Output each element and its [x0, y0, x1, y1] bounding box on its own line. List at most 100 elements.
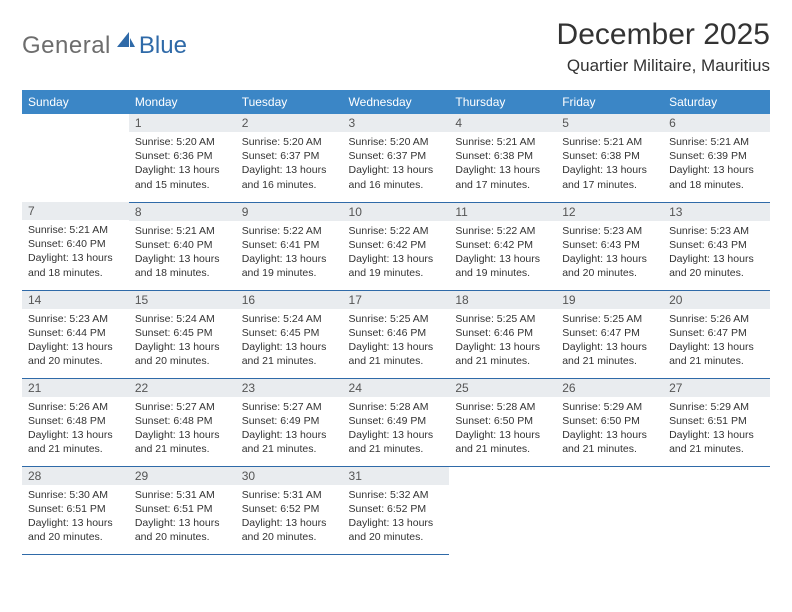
day-number: 1	[129, 114, 236, 132]
day-details: Sunrise: 5:27 AMSunset: 6:48 PMDaylight:…	[129, 397, 236, 463]
daylight-line: Daylight: 13 hours and 19 minutes.	[455, 252, 550, 280]
calendar-cell: 5Sunrise: 5:21 AMSunset: 6:38 PMDaylight…	[556, 114, 663, 202]
day-number: 21	[22, 379, 129, 397]
daylight-line: Daylight: 13 hours and 20 minutes.	[28, 516, 123, 544]
sunrise-line: Sunrise: 5:31 AM	[242, 488, 337, 502]
day-details: Sunrise: 5:26 AMSunset: 6:48 PMDaylight:…	[22, 397, 129, 463]
day-number: 15	[129, 291, 236, 309]
sunset-line: Sunset: 6:37 PM	[349, 149, 444, 163]
sunset-line: Sunset: 6:46 PM	[455, 326, 550, 340]
sunset-line: Sunset: 6:43 PM	[669, 238, 764, 252]
weekday-header: Sunday	[22, 90, 129, 114]
calendar-cell: 8Sunrise: 5:21 AMSunset: 6:40 PMDaylight…	[129, 202, 236, 290]
sunrise-line: Sunrise: 5:20 AM	[349, 135, 444, 149]
sunset-line: Sunset: 6:42 PM	[455, 238, 550, 252]
weekday-header: Monday	[129, 90, 236, 114]
day-number: 30	[236, 467, 343, 485]
calendar-cell	[449, 466, 556, 554]
calendar-cell: 23Sunrise: 5:27 AMSunset: 6:49 PMDayligh…	[236, 378, 343, 466]
calendar-row: 21Sunrise: 5:26 AMSunset: 6:48 PMDayligh…	[22, 378, 770, 466]
day-details: Sunrise: 5:31 AMSunset: 6:51 PMDaylight:…	[129, 485, 236, 551]
sunset-line: Sunset: 6:37 PM	[242, 149, 337, 163]
day-number: 17	[343, 291, 450, 309]
daylight-line: Daylight: 13 hours and 19 minutes.	[349, 252, 444, 280]
calendar-cell: 9Sunrise: 5:22 AMSunset: 6:41 PMDaylight…	[236, 202, 343, 290]
day-details: Sunrise: 5:21 AMSunset: 6:39 PMDaylight:…	[663, 132, 770, 198]
sunset-line: Sunset: 6:40 PM	[135, 238, 230, 252]
sunrise-line: Sunrise: 5:23 AM	[669, 224, 764, 238]
sunrise-line: Sunrise: 5:29 AM	[562, 400, 657, 414]
daylight-line: Daylight: 13 hours and 20 minutes.	[28, 340, 123, 368]
sunrise-line: Sunrise: 5:29 AM	[669, 400, 764, 414]
logo-sail-icon	[116, 30, 136, 53]
calendar-cell: 12Sunrise: 5:23 AMSunset: 6:43 PMDayligh…	[556, 202, 663, 290]
calendar-cell	[22, 114, 129, 202]
calendar-cell: 17Sunrise: 5:25 AMSunset: 6:46 PMDayligh…	[343, 290, 450, 378]
daylight-line: Daylight: 13 hours and 18 minutes.	[28, 251, 123, 279]
day-details: Sunrise: 5:27 AMSunset: 6:49 PMDaylight:…	[236, 397, 343, 463]
weekday-header: Thursday	[449, 90, 556, 114]
day-details: Sunrise: 5:26 AMSunset: 6:47 PMDaylight:…	[663, 309, 770, 375]
calendar-cell: 13Sunrise: 5:23 AMSunset: 6:43 PMDayligh…	[663, 202, 770, 290]
calendar-cell: 7Sunrise: 5:21 AMSunset: 6:40 PMDaylight…	[22, 202, 129, 290]
daylight-line: Daylight: 13 hours and 21 minutes.	[135, 428, 230, 456]
day-number: 26	[556, 379, 663, 397]
day-details: Sunrise: 5:22 AMSunset: 6:41 PMDaylight:…	[236, 221, 343, 287]
daylight-line: Daylight: 13 hours and 20 minutes.	[135, 340, 230, 368]
day-number: 23	[236, 379, 343, 397]
daylight-line: Daylight: 13 hours and 21 minutes.	[562, 340, 657, 368]
sunset-line: Sunset: 6:42 PM	[349, 238, 444, 252]
day-number: 14	[22, 291, 129, 309]
sunset-line: Sunset: 6:51 PM	[28, 502, 123, 516]
day-details: Sunrise: 5:21 AMSunset: 6:40 PMDaylight:…	[129, 221, 236, 287]
weekday-header: Saturday	[663, 90, 770, 114]
daylight-line: Daylight: 13 hours and 17 minutes.	[562, 163, 657, 191]
day-number: 7	[22, 202, 129, 220]
calendar-row: 14Sunrise: 5:23 AMSunset: 6:44 PMDayligh…	[22, 290, 770, 378]
calendar-body: 1Sunrise: 5:20 AMSunset: 6:36 PMDaylight…	[22, 114, 770, 554]
day-number: 3	[343, 114, 450, 132]
daylight-line: Daylight: 13 hours and 21 minutes.	[455, 340, 550, 368]
day-number: 11	[449, 203, 556, 221]
weekday-header: Wednesday	[343, 90, 450, 114]
day-details: Sunrise: 5:25 AMSunset: 6:46 PMDaylight:…	[343, 309, 450, 375]
month-title: December 2025	[557, 18, 770, 52]
daylight-line: Daylight: 13 hours and 19 minutes.	[242, 252, 337, 280]
day-details: Sunrise: 5:20 AMSunset: 6:37 PMDaylight:…	[236, 132, 343, 198]
daylight-line: Daylight: 13 hours and 20 minutes.	[242, 516, 337, 544]
day-details: Sunrise: 5:32 AMSunset: 6:52 PMDaylight:…	[343, 485, 450, 551]
calendar-table: SundayMondayTuesdayWednesdayThursdayFrid…	[22, 90, 770, 555]
day-details: Sunrise: 5:29 AMSunset: 6:50 PMDaylight:…	[556, 397, 663, 463]
sunset-line: Sunset: 6:38 PM	[455, 149, 550, 163]
daylight-line: Daylight: 13 hours and 20 minutes.	[349, 516, 444, 544]
day-number: 5	[556, 114, 663, 132]
sunrise-line: Sunrise: 5:25 AM	[455, 312, 550, 326]
sunrise-line: Sunrise: 5:22 AM	[455, 224, 550, 238]
sunset-line: Sunset: 6:47 PM	[669, 326, 764, 340]
day-details: Sunrise: 5:24 AMSunset: 6:45 PMDaylight:…	[236, 309, 343, 375]
calendar-cell: 2Sunrise: 5:20 AMSunset: 6:37 PMDaylight…	[236, 114, 343, 202]
weekday-header: Friday	[556, 90, 663, 114]
calendar-row: 1Sunrise: 5:20 AMSunset: 6:36 PMDaylight…	[22, 114, 770, 202]
sunrise-line: Sunrise: 5:21 AM	[669, 135, 764, 149]
sunset-line: Sunset: 6:44 PM	[28, 326, 123, 340]
calendar-cell: 19Sunrise: 5:25 AMSunset: 6:47 PMDayligh…	[556, 290, 663, 378]
calendar-cell: 1Sunrise: 5:20 AMSunset: 6:36 PMDaylight…	[129, 114, 236, 202]
sunset-line: Sunset: 6:45 PM	[242, 326, 337, 340]
calendar-cell: 20Sunrise: 5:26 AMSunset: 6:47 PMDayligh…	[663, 290, 770, 378]
daylight-line: Daylight: 13 hours and 21 minutes.	[242, 340, 337, 368]
sunrise-line: Sunrise: 5:21 AM	[455, 135, 550, 149]
daylight-line: Daylight: 13 hours and 16 minutes.	[242, 163, 337, 191]
sunset-line: Sunset: 6:48 PM	[135, 414, 230, 428]
daylight-line: Daylight: 13 hours and 18 minutes.	[669, 163, 764, 191]
sunrise-line: Sunrise: 5:20 AM	[242, 135, 337, 149]
day-number: 22	[129, 379, 236, 397]
sunset-line: Sunset: 6:52 PM	[349, 502, 444, 516]
calendar-cell: 22Sunrise: 5:27 AMSunset: 6:48 PMDayligh…	[129, 378, 236, 466]
calendar-cell: 25Sunrise: 5:28 AMSunset: 6:50 PMDayligh…	[449, 378, 556, 466]
calendar-cell: 24Sunrise: 5:28 AMSunset: 6:49 PMDayligh…	[343, 378, 450, 466]
sunset-line: Sunset: 6:50 PM	[562, 414, 657, 428]
day-number: 16	[236, 291, 343, 309]
day-number: 25	[449, 379, 556, 397]
sunrise-line: Sunrise: 5:24 AM	[242, 312, 337, 326]
